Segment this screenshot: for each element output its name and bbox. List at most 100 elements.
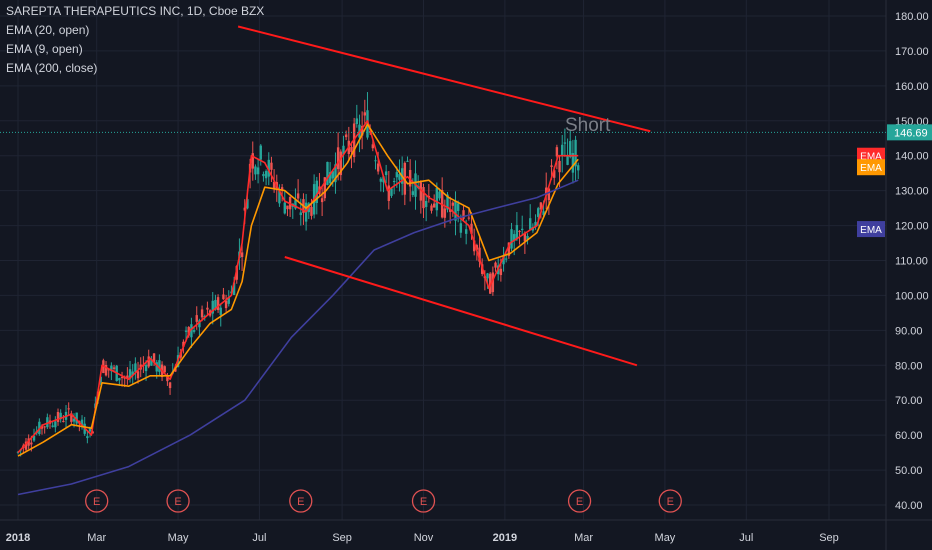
candle-body [462,210,465,219]
candle-body [222,294,225,300]
candle-body [507,242,511,256]
y-tick-label: 100.00 [895,290,929,302]
candle-body [158,360,161,372]
indicator-ema-9[interactable]: EMA (9, open) [6,42,83,56]
candle-body [104,364,108,376]
candle-body [310,206,313,216]
candle-body [379,178,383,182]
candle-body [219,307,222,315]
candle-body [283,202,286,214]
ema9-line[interactable] [17,120,579,454]
x-tick-label: Mar [87,532,106,544]
candle-body [299,212,302,216]
y-tick-label: 50.00 [895,465,923,477]
candle-body [70,413,73,422]
candle-body [323,177,326,199]
candle-body [360,126,364,136]
earnings-marker-label: E [174,496,181,508]
candle-body [387,185,391,201]
candle-body [112,367,116,369]
candle-body [553,170,556,178]
candle-body [374,160,377,162]
earnings-marker[interactable] [166,489,190,513]
candle-body [569,141,572,158]
candle-body [192,330,196,332]
earnings-marker[interactable] [658,489,682,513]
candle-body [254,166,257,175]
candle-body [577,165,580,171]
candle-body [422,187,425,209]
candle-body [534,221,537,228]
candle-body [118,378,121,381]
x-tick-label: May [655,532,676,544]
candle-body [86,436,89,439]
candle-body [488,273,492,294]
candle-body [259,145,262,160]
candle-body [184,330,188,332]
candle-body [206,307,209,310]
candle-body [59,412,62,420]
x-tick-label: Jul [252,532,266,544]
candle-body [539,202,543,210]
candle-body [328,172,332,184]
ema-badge[interactable] [857,221,885,238]
short-annotation[interactable]: Short [565,115,611,136]
indicator-ema-200[interactable]: EMA (200, close) [6,61,98,75]
candle-body [424,200,428,207]
candle-body [24,441,28,450]
candle-body [494,262,497,268]
candle-body [547,188,551,201]
candle-body [526,236,529,240]
candle-body [390,188,393,196]
candle-body [523,232,527,242]
candle-body [198,320,201,328]
candle-body [515,225,519,240]
candle-body [75,412,78,424]
candle-body [384,171,388,176]
trendline-lower[interactable] [284,256,638,367]
candle-body [336,147,340,170]
candle-body [211,300,214,314]
candle-body [561,144,564,157]
ema-badge[interactable] [857,159,885,176]
candle-body [454,200,457,221]
earnings-marker[interactable] [411,489,436,513]
candle-body [342,145,345,155]
candle-body [147,356,150,367]
candle-body [203,316,206,318]
ema200-line[interactable] [17,179,579,496]
candle-body [131,371,134,376]
candle-body [32,435,36,441]
current-price-badge [887,124,932,141]
candle-body [278,190,281,204]
symbol-title: SAREPTA THERAPEUTICS INC, 1D, Cboe BZX [6,4,265,18]
indicator-ema-20[interactable]: EMA (20, open) [6,23,90,37]
candle-body [270,162,273,170]
earnings-marker[interactable] [85,489,109,513]
candle-body [529,218,532,230]
y-tick-label: 80.00 [895,360,923,372]
x-tick-label: Nov [414,532,434,544]
candle-body [574,139,577,167]
current-price-label: 146.69 [894,127,928,139]
candle-body [315,180,318,204]
ema-badge-label: EMA [860,225,882,236]
candle-body [502,256,505,265]
earnings-marker[interactable] [289,489,313,513]
candle-body [126,375,129,379]
candle-body [286,205,289,210]
candle-body [464,229,468,234]
trendline-upper[interactable] [237,25,651,133]
candle-body [246,199,249,209]
candle-body [555,147,559,157]
candle-body [216,297,220,311]
candle-body [56,411,60,422]
ema20-line[interactable] [17,123,579,457]
x-tick-label: Sep [332,532,352,544]
earnings-marker[interactable] [567,489,592,513]
candle-body [227,297,230,304]
candle-body [294,200,297,209]
